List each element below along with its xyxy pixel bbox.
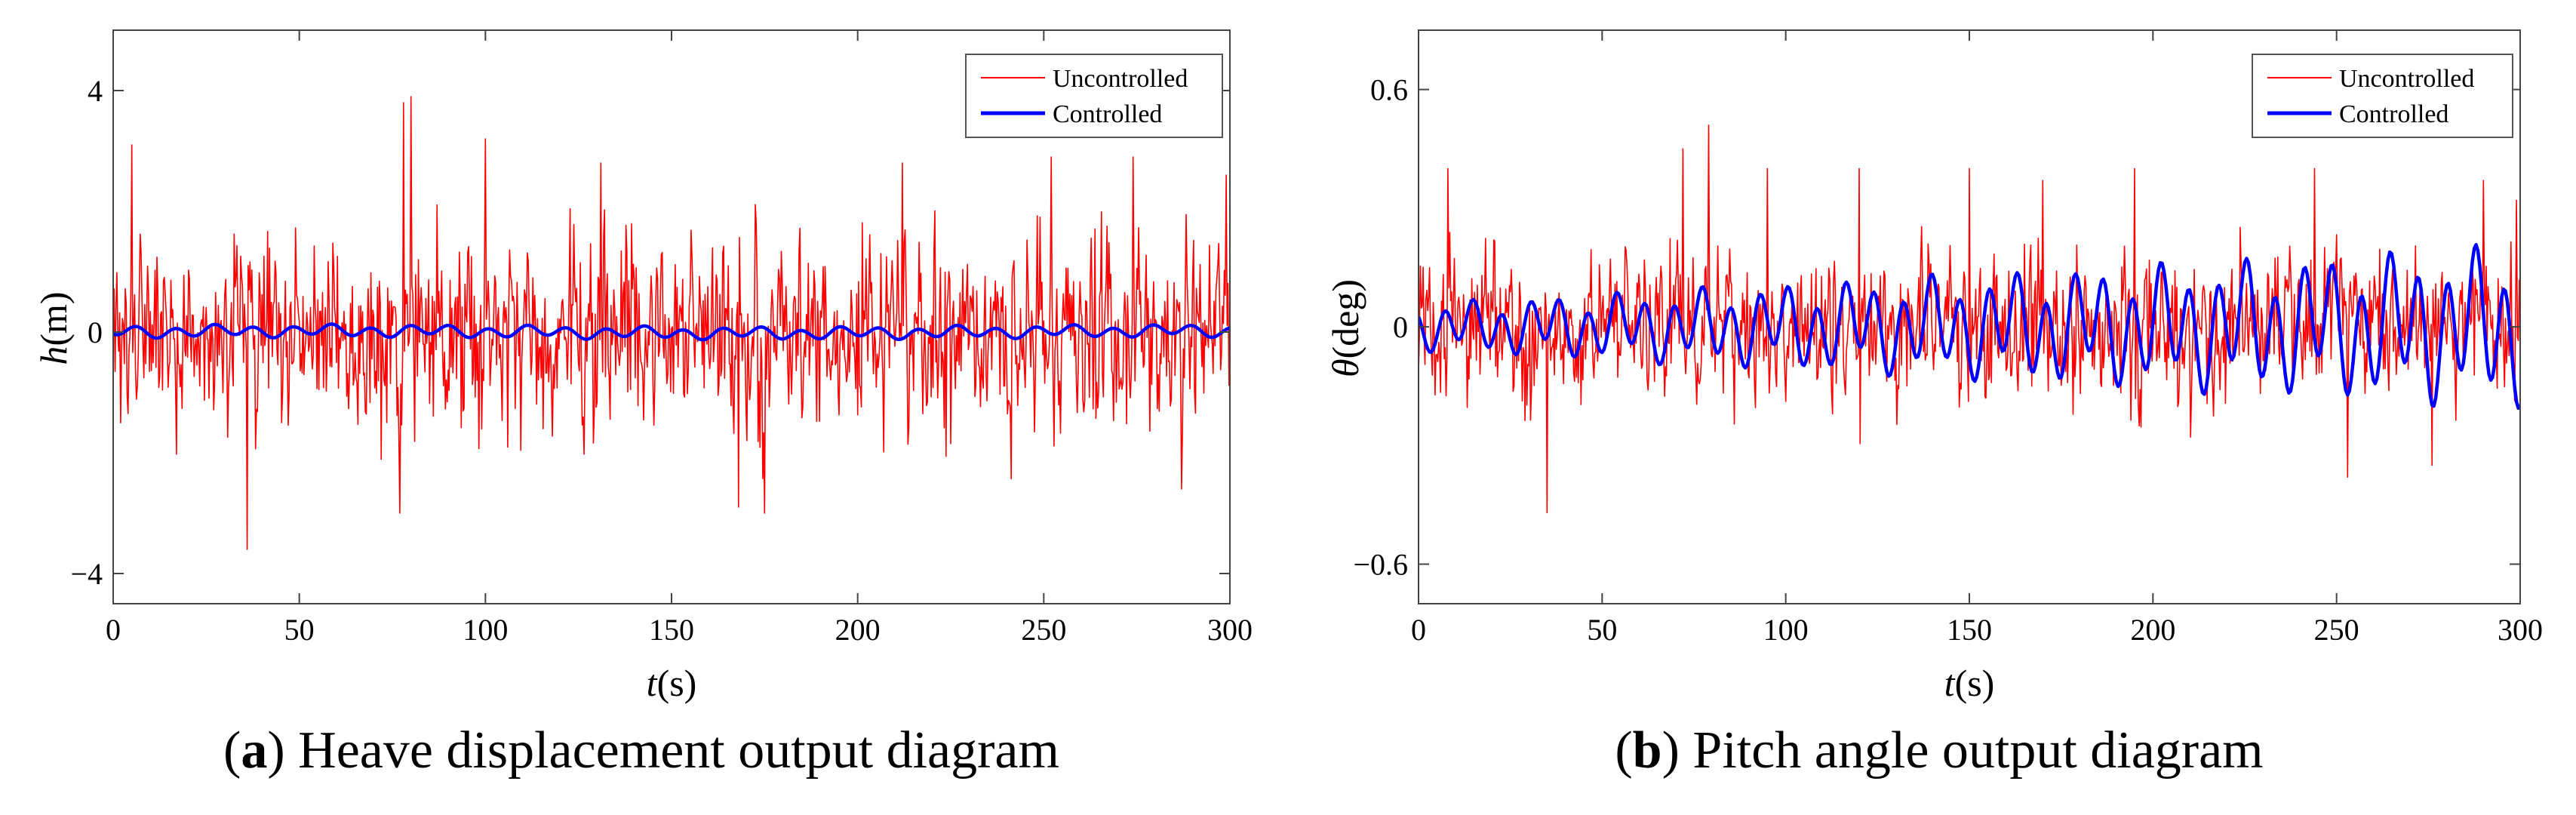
chart-panel-b: 0 50 100 150 200 250 300 −0.600.6 t(s) θ(deg) … xyxy=(1324,29,2543,704)
x-axis-label-b: t(s) xyxy=(1944,662,1995,704)
legend-label-controlled-b: Controlled xyxy=(2339,100,2448,128)
x-tick-label: 300 xyxy=(1207,613,1253,647)
y-axis-b: −0.6 0 0.6 xyxy=(1353,73,2520,582)
legend-label-uncontrolled-b: Uncontrolled xyxy=(2339,65,2474,93)
x-tick-label: 0 xyxy=(1411,613,1426,647)
legend-label-controlled-a: Controlled xyxy=(1053,100,1162,128)
y-tick-label: −0.6 xyxy=(1353,548,1408,582)
x-axis-var-b: t xyxy=(1944,662,1956,704)
series-layer-a xyxy=(113,96,1230,550)
y-tick-label: −4 xyxy=(70,557,103,591)
caption-tag-b: b xyxy=(1632,721,1662,780)
x-axis-b: 0 50 100 150 200 250 300 xyxy=(1411,30,2543,647)
series-line-controlled xyxy=(113,322,1230,342)
y-axis-var-a: h xyxy=(32,346,75,365)
x-tick-label: 100 xyxy=(463,613,508,647)
legend-box-b xyxy=(2252,54,2513,138)
x-tick-label: 100 xyxy=(1763,613,1809,647)
series-line-controlled xyxy=(1419,243,2520,411)
caption-b: (b) Pitch angle output diagram xyxy=(1615,721,2264,780)
x-tick-label: 0 xyxy=(106,613,121,647)
x-axis-var-a: t xyxy=(647,662,658,704)
legend-label-uncontrolled-a: Uncontrolled xyxy=(1053,65,1188,93)
caption-text-a: Heave displacement output diagram xyxy=(298,721,1059,780)
x-tick-label: 50 xyxy=(1587,613,1617,647)
chart-panel-a: 0 50 100 150 200 250 300 −404 t(s) h(m) Uncont… xyxy=(32,29,1253,704)
legend-b: Uncontrolled Controlled xyxy=(2252,54,2513,138)
y-tick-label: 4 xyxy=(88,74,103,108)
x-tick-label: 150 xyxy=(649,613,694,647)
series-layer-b xyxy=(1419,125,2520,514)
y-axis-label-a: h(m) xyxy=(32,291,75,364)
series-line-uncontrolled xyxy=(113,96,1230,550)
x-axis-label-a: t(s) xyxy=(647,662,697,704)
series-line-uncontrolled xyxy=(1419,125,2520,514)
x-tick-label: 300 xyxy=(2498,613,2543,647)
legend-a: Uncontrolled Controlled xyxy=(965,54,1223,138)
y-axis-label-b: θ(deg) xyxy=(1324,279,1366,377)
y-axis-a: −4 0 4 xyxy=(70,74,1230,591)
y-tick-label: 0 xyxy=(88,315,103,349)
y-tick-label: 0 xyxy=(1393,310,1408,344)
legend-box-a xyxy=(965,54,1223,138)
x-axis-unit-a: (s) xyxy=(657,662,697,704)
x-tick-label: 50 xyxy=(284,613,315,647)
x-tick-label: 250 xyxy=(1021,613,1066,647)
x-tick-label: 250 xyxy=(2314,613,2359,647)
x-axis-a: 0 50 100 150 200 250 300 xyxy=(106,30,1253,647)
caption-tag-a: a xyxy=(241,721,268,780)
y-tick-label: 0.6 xyxy=(1370,73,1408,107)
caption-text-b: Pitch angle output diagram xyxy=(1692,721,2264,780)
plot-area-a: 0 50 100 150 200 250 300 −404 xyxy=(70,29,1253,647)
plot-area-b: 0 50 100 150 200 250 300 −0.600.6 xyxy=(1353,29,2543,647)
caption-a: (a) Heave displacement output diagram xyxy=(223,721,1059,780)
y-axis-var-b: θ xyxy=(1324,358,1366,377)
x-tick-label: 200 xyxy=(2130,613,2175,647)
x-tick-label: 200 xyxy=(835,613,881,647)
y-axis-unit-b: (deg) xyxy=(1324,279,1366,359)
x-axis-unit-b: (s) xyxy=(1955,662,1995,704)
y-axis-unit-a: (m) xyxy=(32,291,75,346)
x-tick-label: 150 xyxy=(1947,613,1992,647)
